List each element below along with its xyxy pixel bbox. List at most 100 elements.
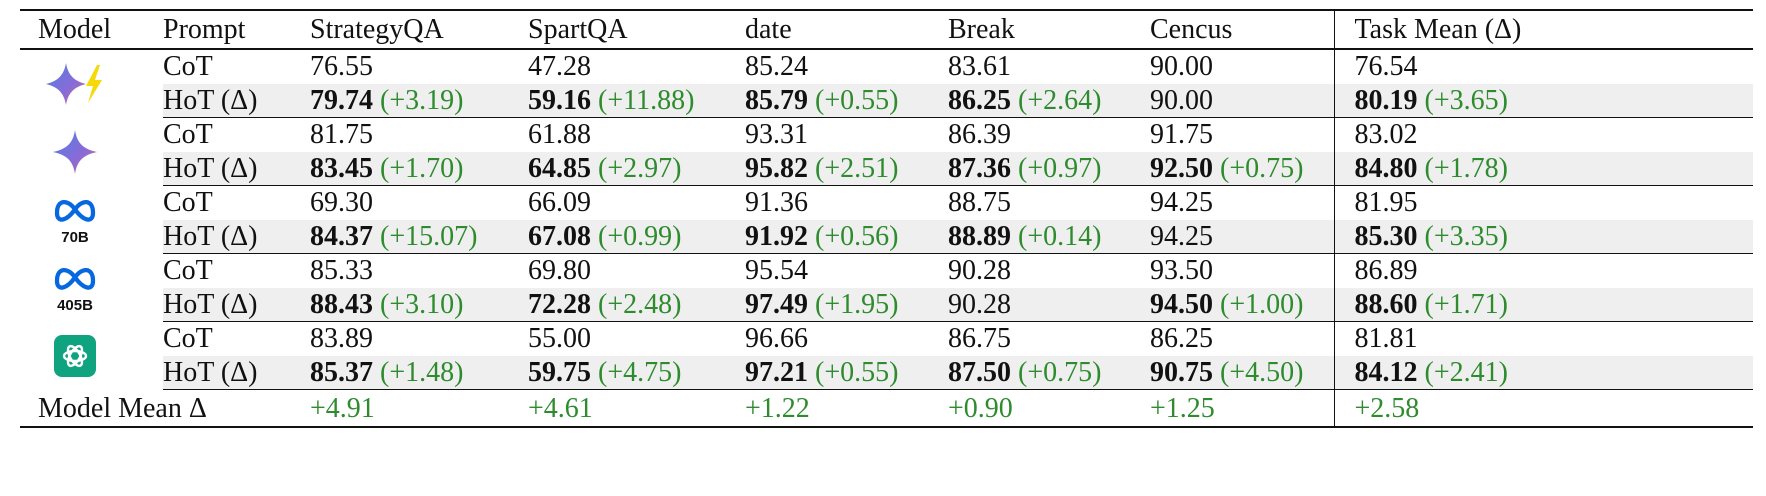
score-delta: (+4.50) <box>1220 356 1304 388</box>
score-value: 86.39 <box>948 119 1011 151</box>
cell-spartqa: 59.75 (+4.75) <box>528 355 745 390</box>
score-value: 91.75 <box>1150 119 1213 151</box>
score-delta: (+15.07) <box>380 220 478 252</box>
table-row: 405B CoT 85.33 69.80 95.54 90.28 93.50 86.89 <box>20 253 1753 313</box>
score-delta: (+1.00) <box>1220 288 1304 320</box>
score-delta: (+0.55) <box>815 84 899 116</box>
cell-spartqa: 66.09 <box>528 186 745 220</box>
cell-break: 88.89 (+0.14) <box>948 219 1150 254</box>
gemini-flash-icon <box>20 53 130 115</box>
model-size-label: 70B <box>61 228 89 246</box>
table-row: 70B CoT 69.30 66.09 91.36 88.75 94.25 81.95 <box>20 185 1753 245</box>
score-value: 92.50 <box>1150 152 1213 184</box>
cell-task-mean: 84.80 (+1.78) <box>1333 151 1753 186</box>
score-value: 83.89 <box>310 323 373 355</box>
cell-cencus: 91.75 <box>1150 118 1334 152</box>
model-size-label: 405B <box>57 296 93 314</box>
table-row: CoT 81.75 61.88 93.31 86.39 91.75 83.02 <box>20 117 1753 174</box>
prompt-cell: CoT <box>163 187 213 219</box>
score-value: 95.54 <box>745 255 808 287</box>
score-value: 67.08 <box>528 220 591 252</box>
openai-icon <box>20 325 130 387</box>
cell-spartqa: 59.16 (+11.88) <box>528 83 745 118</box>
cell-cencus: 90.00 <box>1150 49 1334 84</box>
score-delta: (+2.97) <box>598 152 682 184</box>
score-value: 83.02 <box>1354 119 1418 151</box>
cell-date: 97.49 (+1.95) <box>745 287 948 322</box>
score-value: 84.80 <box>1354 152 1418 184</box>
score-value: 76.55 <box>310 51 373 83</box>
mean-task-mean: +2.58 <box>1333 389 1753 428</box>
cell-strategyqa: 84.37 (+15.07) <box>310 219 528 254</box>
table-row: CoT 76.55 47.28 85.24 83.61 90.00 76.54 <box>20 49 1753 105</box>
table-row: CoT 83.89 55.00 96.66 86.75 86.25 81.81 <box>20 321 1753 377</box>
score-value: 76.54 <box>1354 51 1418 83</box>
mean-date: +1.22 <box>745 389 948 428</box>
cell-task-mean: 85.30 (+3.35) <box>1333 219 1753 254</box>
cell-date: 96.66 <box>745 322 948 356</box>
score-value: 59.75 <box>528 356 591 388</box>
cell-break: 87.36 (+0.97) <box>948 151 1150 186</box>
cell-task-mean: 76.54 <box>1333 49 1753 84</box>
score-value: 96.66 <box>745 323 808 355</box>
score-delta: (+3.10) <box>380 288 464 320</box>
score-value: 85.37 <box>310 356 373 388</box>
cell-date: 91.36 <box>745 186 948 220</box>
model-cell <box>20 49 163 118</box>
meta-icon: 70B <box>20 189 130 251</box>
score-value: 86.25 <box>948 84 1011 116</box>
cell-task-mean: 86.89 <box>1333 253 1753 288</box>
cell-spartqa: 61.88 <box>528 118 745 152</box>
score-value: 85.30 <box>1354 220 1418 252</box>
score-value: 90.00 <box>1150 84 1213 116</box>
score-value: 59.16 <box>528 84 591 116</box>
score-value: 72.28 <box>528 288 591 320</box>
header-model: Model <box>20 9 163 50</box>
score-value: 66.09 <box>528 187 591 219</box>
score-delta: (+2.51) <box>815 152 899 184</box>
score-delta: (+3.65) <box>1424 84 1508 116</box>
prompt-cell: HoT (Δ) <box>163 151 310 186</box>
score-value: 83.61 <box>948 51 1011 83</box>
score-delta: (+0.75) <box>1018 356 1102 388</box>
header-strategyqa: StrategyQA <box>310 9 528 50</box>
prompt-cell: HoT (Δ) <box>163 83 310 118</box>
mean-strategyqa: +4.91 <box>310 389 528 428</box>
table-row: HoT (Δ) 84.37 (+15.07) 67.08 (+0.99) 91.92 … <box>20 219 1753 254</box>
cell-date: 97.21 (+0.55) <box>745 355 948 390</box>
model-mean-label: Model Mean Δ <box>20 389 310 428</box>
cell-task-mean: 88.60 (+1.71) <box>1333 287 1753 322</box>
cell-spartqa: 55.00 <box>528 322 745 356</box>
score-delta: (+1.70) <box>380 152 464 184</box>
header-break: Break <box>948 9 1150 50</box>
cell-cencus: 94.25 <box>1150 186 1334 220</box>
score-value: 93.50 <box>1150 255 1213 287</box>
meta-icon: 405B <box>20 257 130 319</box>
score-delta: (+0.75) <box>1220 152 1304 184</box>
prompt-cell: HoT (Δ) <box>163 355 310 390</box>
score-value: 86.89 <box>1354 255 1418 287</box>
score-delta: (+0.97) <box>1018 152 1102 184</box>
header-spartqa: SpartQA <box>528 9 745 50</box>
score-value: 79.74 <box>310 84 373 116</box>
score-value: 88.60 <box>1354 288 1418 320</box>
score-delta: (+3.19) <box>380 84 464 116</box>
cell-break: 86.39 <box>948 118 1150 152</box>
score-delta: (+0.14) <box>1018 220 1102 252</box>
cell-spartqa: 67.08 (+0.99) <box>528 219 745 254</box>
cell-strategyqa: 76.55 <box>310 49 528 84</box>
cell-cencus: 94.25 <box>1150 219 1334 254</box>
score-value: 91.36 <box>745 187 808 219</box>
prompt-cell: CoT <box>163 255 213 287</box>
header-row: Model Prompt StrategyQA SpartQA date Bre… <box>20 9 1753 50</box>
cell-break: 83.61 <box>948 49 1150 84</box>
score-value: 81.81 <box>1354 323 1418 355</box>
score-value: 94.25 <box>1150 220 1213 252</box>
model-cell <box>20 322 163 390</box>
prompt-cell: CoT <box>163 119 213 151</box>
cell-cencus: 90.00 <box>1150 83 1334 118</box>
score-delta: (+1.95) <box>815 288 899 320</box>
cell-break: 88.75 <box>948 186 1150 220</box>
prompt-cell: HoT (Δ) <box>163 287 310 322</box>
cell-break: 90.28 <box>948 287 1150 322</box>
